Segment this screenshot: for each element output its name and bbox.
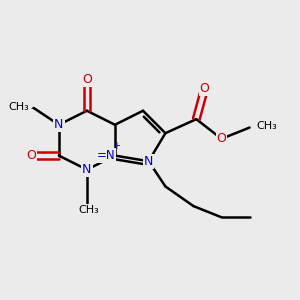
Text: CH₃: CH₃ [78,205,99,215]
Text: O: O [26,149,36,162]
Text: +: + [112,141,120,151]
Text: O: O [217,132,226,145]
Text: –: – [31,103,36,113]
Text: =N: =N [96,149,115,162]
Text: CH₃: CH₃ [256,121,277,131]
Text: CH₃: CH₃ [9,101,29,112]
Text: O: O [200,82,210,95]
Text: O: O [82,74,92,86]
Text: N: N [54,118,64,131]
Text: N: N [82,163,92,176]
Text: N: N [144,155,153,168]
